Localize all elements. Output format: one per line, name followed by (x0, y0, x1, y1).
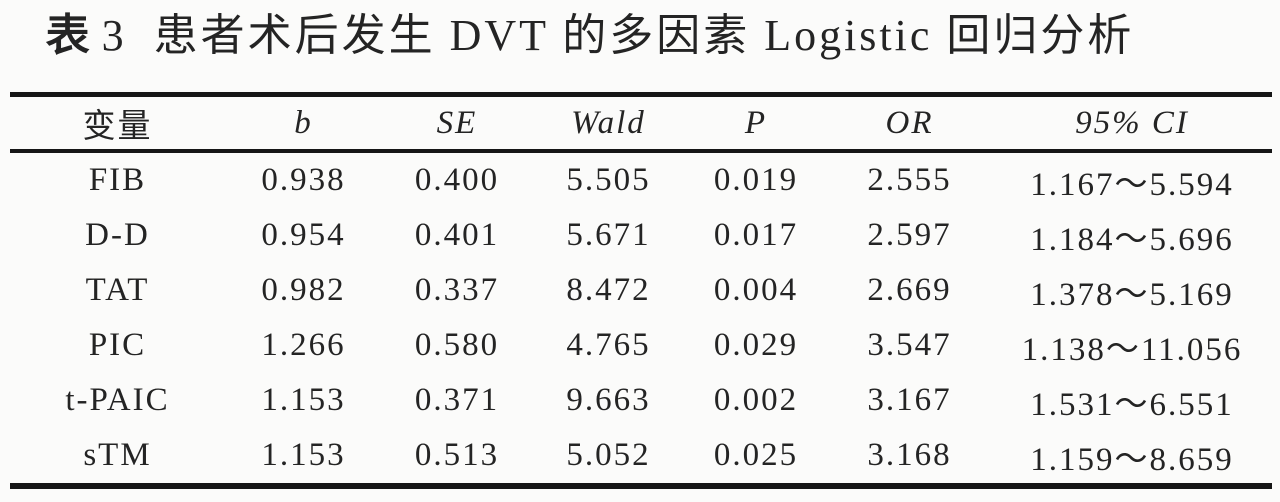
cell-p: 0.004 (713, 272, 799, 309)
cell-variable: FIB (88, 162, 147, 199)
cell-wald: 5.671 (566, 217, 651, 254)
table-row-stm: sTM 1.153 0.513 5.052 0.025 3.168 1.159～… (10, 428, 1272, 486)
table-row-tat: TAT 0.982 0.337 8.472 0.004 2.669 1.378～… (10, 263, 1272, 318)
table-title-label: 表 (45, 11, 92, 60)
table-row-dd: D-D 0.954 0.401 5.671 0.017 2.597 1.184～… (10, 208, 1272, 263)
cell-se: 0.513 (414, 437, 500, 474)
cell-b: 1.153 (261, 437, 346, 474)
column-header-p: P (685, 94, 827, 154)
cell-wald: 5.052 (566, 437, 651, 474)
cell-se: 0.401 (414, 217, 500, 254)
cell-variable: PIC (88, 327, 147, 364)
cell-or: 2.555 (867, 162, 952, 199)
logistic-regression-table: 变量 b SE Wald P OR 95% CI FIB 0.938 0.400… (10, 92, 1272, 490)
column-header-variable: 变量 (10, 94, 225, 154)
cell-variable: TAT (85, 272, 150, 309)
cell-b: 0.954 (261, 217, 346, 254)
cell-se: 0.580 (414, 327, 500, 364)
cell-p: 0.025 (713, 437, 799, 474)
cell-wald: 5.505 (566, 162, 651, 199)
cell-se: 0.400 (414, 162, 500, 199)
cell-b: 0.938 (261, 162, 346, 199)
cell-ci: 1.184～5.696 (1030, 221, 1234, 258)
column-header-wald: Wald (532, 94, 685, 154)
table-title-text: 患者术后发生 DVT 的多因素 Logistic 回归分析 (153, 11, 1135, 60)
table-title: 表 3 患者术后发生 DVT 的多因素 Logistic 回归分析 (0, 0, 1280, 60)
cell-variable: D-D (85, 217, 150, 254)
cell-p: 0.017 (713, 217, 799, 254)
cell-b: 0.982 (261, 272, 346, 309)
cell-p: 0.002 (713, 382, 799, 419)
cell-ci: 1.531～6.551 (1030, 386, 1234, 423)
cell-wald: 9.663 (566, 382, 651, 419)
column-header-or: OR (827, 94, 992, 154)
cell-or: 3.547 (867, 327, 952, 364)
cell-or: 2.669 (867, 272, 952, 309)
table-row-tpaic: t-PAIC 1.153 0.371 9.663 0.002 3.167 1.5… (10, 373, 1272, 428)
cell-b: 1.153 (261, 382, 346, 419)
column-header-se: SE (382, 94, 532, 154)
table-row-pic: PIC 1.266 0.580 4.765 0.029 3.547 1.138～… (10, 318, 1272, 373)
cell-se: 0.371 (414, 382, 500, 419)
cell-variable: t-PAIC (65, 382, 170, 419)
cell-or: 2.597 (867, 217, 952, 254)
cell-p: 0.029 (713, 327, 799, 364)
cell-ci: 1.138～11.056 (1021, 331, 1243, 368)
cell-ci: 1.159～8.659 (1030, 441, 1234, 478)
table-body: FIB 0.938 0.400 5.505 0.019 2.555 1.167～… (10, 151, 1272, 486)
cell-ci: 1.378～5.169 (1030, 276, 1234, 313)
table-title-number: 3 (101, 11, 124, 60)
cell-p: 0.019 (713, 162, 799, 199)
cell-ci: 1.167～5.594 (1030, 166, 1234, 203)
table-row-fib: FIB 0.938 0.400 5.505 0.019 2.555 1.167～… (10, 151, 1272, 208)
column-header-ci: 95% CI (992, 94, 1272, 154)
column-header-b: b (225, 94, 382, 154)
cell-or: 3.167 (867, 382, 952, 419)
cell-variable: sTM (83, 437, 152, 474)
cell-or: 3.168 (867, 437, 952, 474)
cell-wald: 4.765 (566, 327, 651, 364)
cell-wald: 8.472 (566, 272, 651, 309)
cell-b: 1.266 (261, 327, 346, 364)
cell-se: 0.337 (414, 272, 500, 309)
header-row: 变量 b SE Wald P OR 95% CI (10, 94, 1272, 154)
table-header: 变量 b SE Wald P OR 95% CI (10, 94, 1272, 154)
